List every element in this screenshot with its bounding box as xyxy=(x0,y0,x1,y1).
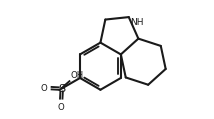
Text: OH: OH xyxy=(70,71,83,80)
Text: NH: NH xyxy=(130,18,143,27)
Text: S: S xyxy=(58,84,65,94)
Text: O: O xyxy=(41,84,48,93)
Text: O: O xyxy=(58,103,65,112)
